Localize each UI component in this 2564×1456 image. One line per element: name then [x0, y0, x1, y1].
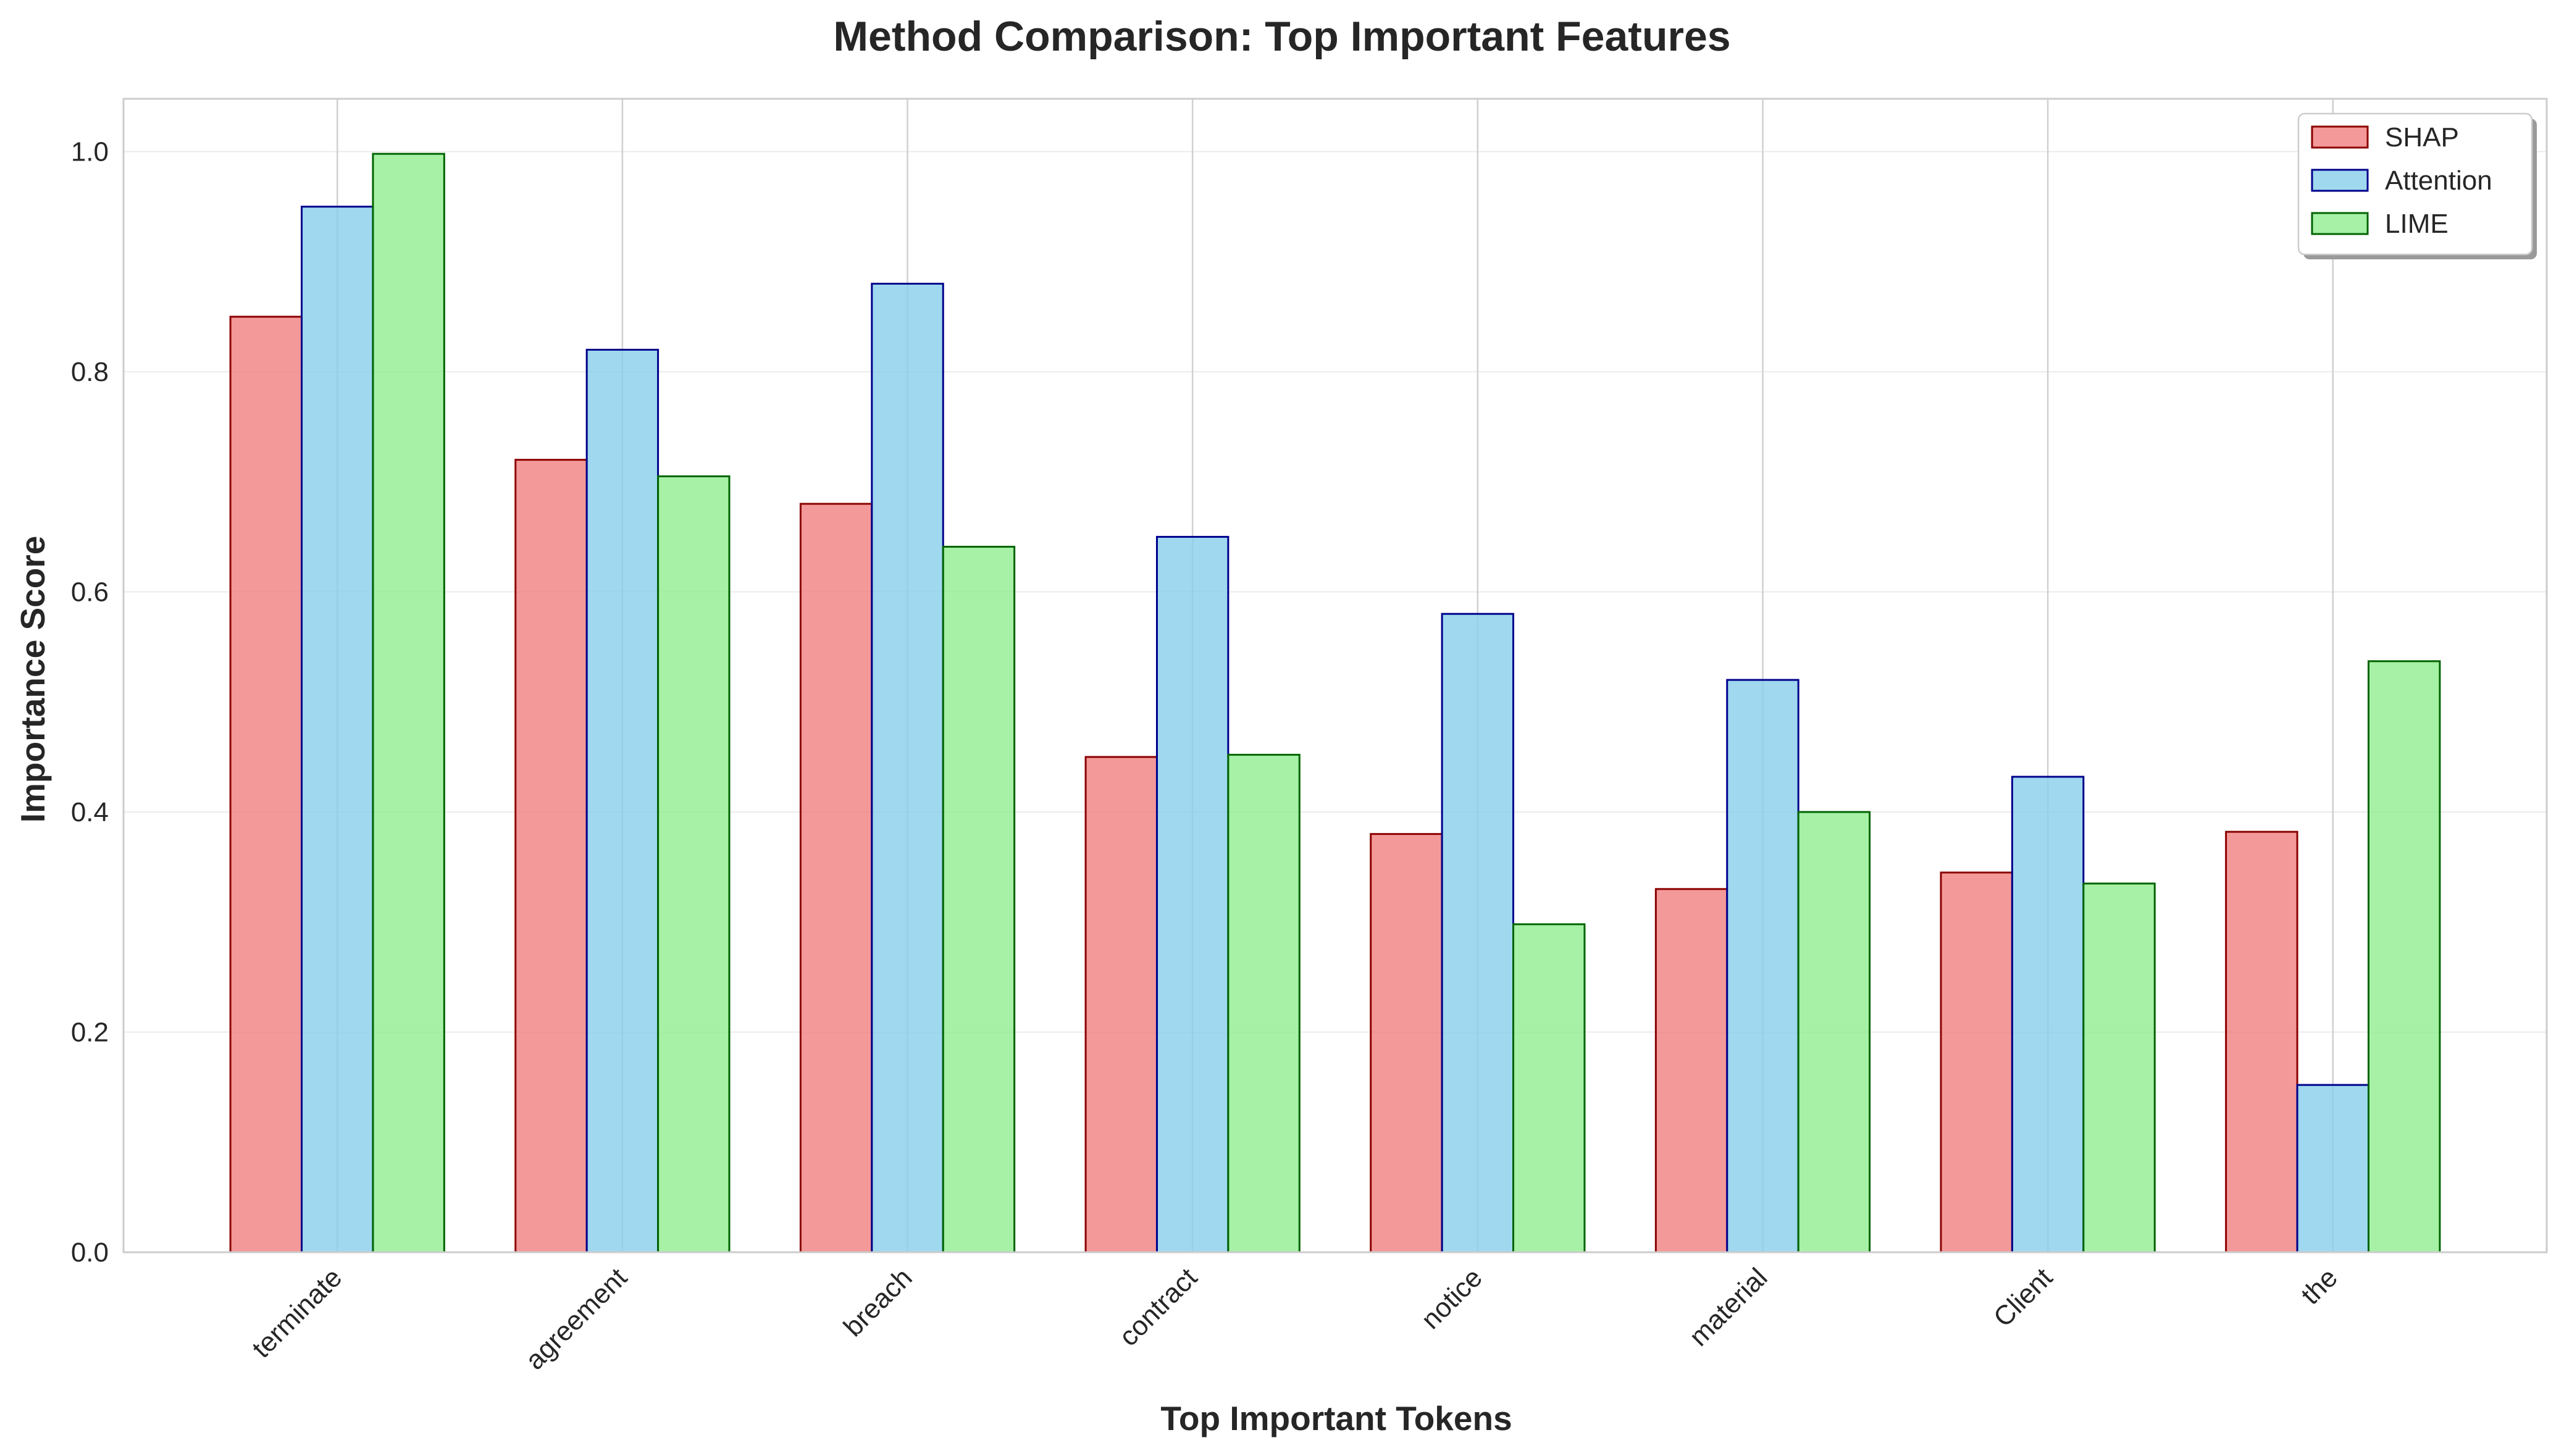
bar-lime-contract: [1227, 753, 1301, 1253]
y-tick-label: 0.6: [71, 577, 109, 608]
bar-shap-material: [1654, 888, 1728, 1253]
bar-lime-client: [2082, 882, 2156, 1253]
bars: [229, 153, 2441, 1253]
bar-shap-client: [1940, 871, 2013, 1253]
bar-attention-contract: [1155, 535, 1230, 1253]
y-tick-label: 1.0: [71, 137, 109, 167]
bar-attention-client: [2011, 776, 2085, 1253]
bar-shap-notice: [1370, 833, 1443, 1253]
bar-lime-the: [2367, 660, 2441, 1253]
legend-swatch-attention: [2311, 169, 2369, 192]
y-axis-label: Importance Score: [14, 536, 52, 823]
bar-lime-breach: [942, 545, 1016, 1253]
y-tick-labels: 0.0 0.2 0.4 0.6 0.8 1.0: [71, 137, 109, 1268]
bar-shap-breach: [799, 503, 873, 1253]
bar-attention-notice: [1441, 613, 1515, 1253]
bar-attention-breach: [871, 282, 944, 1253]
bar-lime-agreement: [657, 475, 731, 1253]
bar-lime-notice: [1512, 923, 1586, 1253]
y-tick-label: 0.8: [71, 357, 109, 387]
y-tick-label: 0.4: [71, 797, 109, 827]
bar-attention-terminate: [301, 206, 374, 1253]
legend: SHAP Attention LIME: [2297, 112, 2537, 259]
bar-shap-contract: [1084, 756, 1158, 1253]
y-tick-label: 0.0: [71, 1237, 109, 1268]
legend-swatch-lime: [2311, 212, 2369, 235]
y-tick-label: 0.2: [71, 1018, 109, 1048]
chart-title: Method Comparison: Top Important Feature…: [833, 13, 1730, 60]
bar-shap-the: [2225, 831, 2298, 1253]
legend-label-lime: LIME: [2385, 209, 2449, 239]
bar-attention-the: [2296, 1084, 2369, 1253]
bar-lime-terminate: [372, 153, 445, 1253]
plot-frame: [122, 98, 2548, 1253]
bar-shap-agreement: [514, 459, 588, 1253]
bar-attention-agreement: [585, 348, 660, 1253]
legend-label-shap: SHAP: [2385, 122, 2459, 153]
x-axis-label: Top Important Tokens: [1160, 1399, 1512, 1437]
legend-swatch-shap: [2311, 125, 2369, 149]
bar-lime-material: [1797, 811, 1871, 1253]
legend-label-attention: Attention: [2385, 165, 2492, 196]
bar-shap-terminate: [229, 316, 303, 1253]
bar-attention-material: [1726, 679, 1799, 1253]
